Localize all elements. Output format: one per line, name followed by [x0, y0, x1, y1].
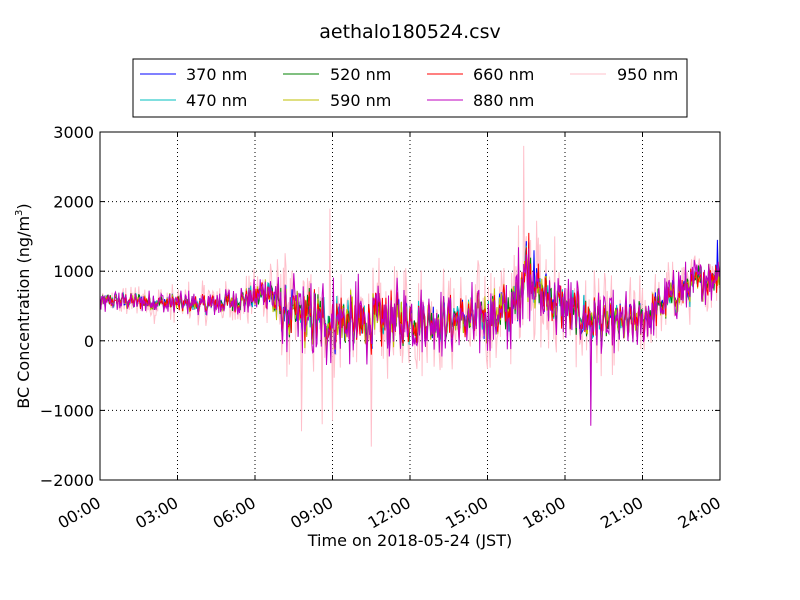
y-tick-label: 3000 [53, 123, 94, 142]
y-tick-label: −2000 [40, 471, 94, 490]
y-axis-label-superscript: 3 [14, 210, 25, 216]
legend-label: 660 nm [473, 65, 534, 84]
y-axis-label: BC Concentration (ng/m3) [14, 203, 33, 408]
legend-frame [132, 58, 688, 118]
series-lines [100, 145, 720, 447]
chart-title: aethalo180524.csv [319, 21, 501, 43]
legend-items: 370 nm 470 nm 520 nm 590 nm 660 nm 880 nm 950 … [140, 65, 678, 110]
y-tick-label: 1000 [53, 262, 94, 281]
legend-label: 590 nm [330, 91, 391, 110]
legend-label: 470 nm [186, 91, 247, 110]
series-line-880-nm [100, 247, 720, 426]
x-axis-label: Time on 2018-05-24 (JST) [307, 531, 512, 550]
legend: 370 nm 470 nm 520 nm 590 nm 660 nm 880 nm 950 … [132, 58, 688, 118]
y-axis-label-close: ) [14, 203, 33, 209]
legend-label: 370 nm [186, 65, 247, 84]
legend-label: 880 nm [473, 91, 534, 110]
y-axis-label-main: BC Concentration (ng/m [14, 216, 33, 409]
plot-area [99, 131, 721, 481]
axis-ticks [99, 131, 721, 481]
y-tick-label: −1000 [40, 401, 94, 420]
grid [100, 132, 720, 480]
y-axis-tick-labels: −2000 −1000 0 1000 2000 3000 [40, 123, 94, 490]
legend-label: 520 nm [330, 65, 391, 84]
legend-label: 950 nm [617, 65, 678, 84]
y-tick-label: 0 [84, 332, 94, 351]
y-tick-label: 2000 [53, 193, 94, 212]
